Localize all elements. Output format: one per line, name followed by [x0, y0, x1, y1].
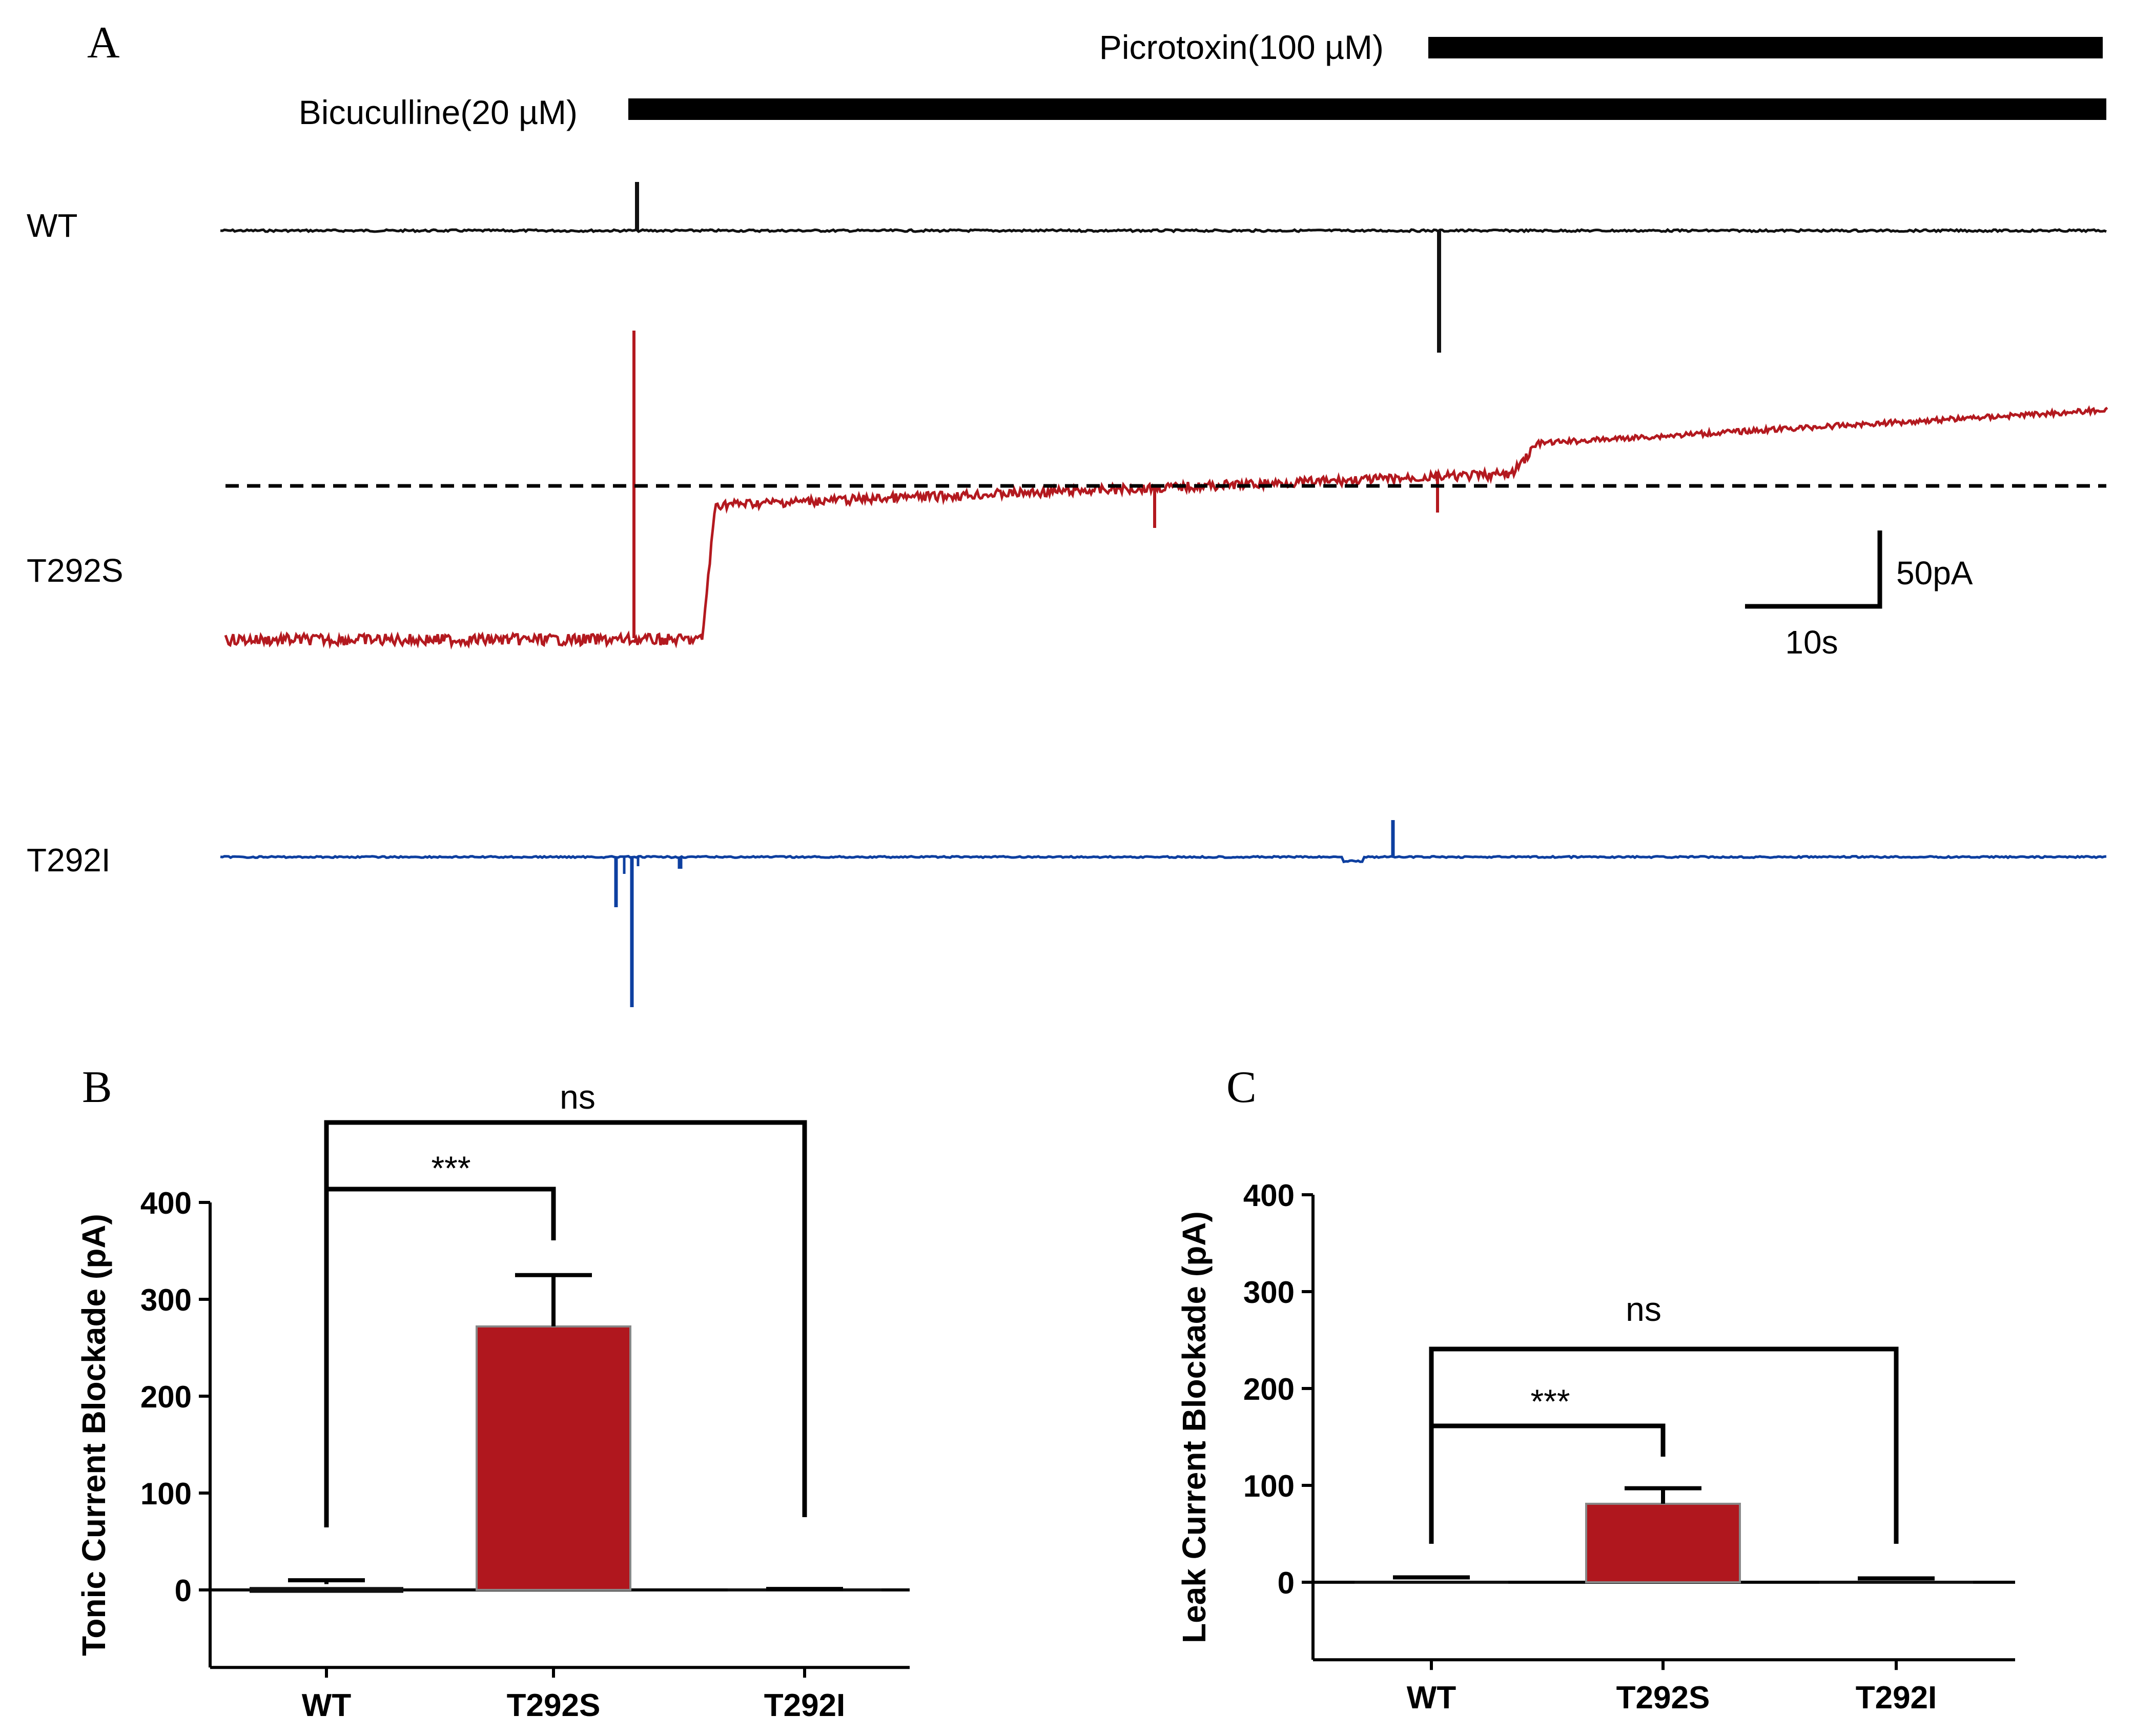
panel-a: A Picrotoxin(100 µM) Bicuculline(20 µM) … [27, 18, 2108, 1007]
significance-label: *** [431, 1149, 470, 1187]
y-tick-label: 0 [175, 1574, 192, 1608]
bar-t292s [1585, 1502, 1741, 1583]
x-tick-label-t292i: T292I [764, 1688, 846, 1723]
x-tick-label-wt: WT [302, 1688, 352, 1723]
y-tick-label: 100 [1243, 1469, 1295, 1503]
y-tick-label: 100 [140, 1477, 192, 1511]
significance-bracket [324, 1120, 807, 1527]
panel-c-label: C [1226, 1063, 1257, 1112]
bicuculline-bar [628, 98, 2106, 120]
trace-label-t292s: T292S [27, 552, 124, 589]
y-tick-label: 0 [1278, 1566, 1295, 1600]
bicuculline-label: Bicuculline(20 µM) [299, 93, 578, 131]
significance-bracket [1429, 1346, 1899, 1544]
x-tick-label-t292s: T292S [1616, 1680, 1710, 1715]
panel-a-label: A [87, 18, 120, 68]
panel-b-chart: B 0 100 200 300 400 Tonic Current Blockade (p… [75, 1063, 910, 1723]
x-tick-label-wt: WT [1407, 1680, 1456, 1715]
trace-t292s [224, 405, 2108, 650]
scale-bar-lines [1745, 530, 1882, 609]
y-tick-label: 200 [1243, 1372, 1295, 1406]
trace-label-t292i: T292I [27, 842, 111, 879]
y-tick-label: 300 [1243, 1275, 1295, 1310]
y-tick-label: 300 [140, 1283, 192, 1317]
bar-t292s [476, 1325, 631, 1591]
scale-bar: 50pA 10s [1745, 530, 1973, 661]
trace-label-wt: WT [27, 207, 78, 244]
bar-t292i [1819, 1581, 1973, 1584]
scale-bar-current-label: 50pA [1896, 555, 1973, 591]
bar-wt [1355, 1581, 1508, 1584]
trace-wt [220, 228, 2107, 234]
y-tick-label: 400 [1243, 1178, 1295, 1213]
current-traces [220, 182, 2108, 1007]
picrotoxin-label: Picrotoxin(100 µM) [1099, 28, 1384, 66]
y-tick-label: 400 [140, 1186, 192, 1220]
y-axis-label: Leak Current Blockade (pA) [1176, 1211, 1213, 1643]
y-tick-label: 200 [140, 1380, 192, 1414]
x-tick-label-t292i: T292I [1856, 1680, 1937, 1715]
x-tick-label-t292s: T292S [507, 1688, 601, 1723]
panel-b-label: B [82, 1063, 112, 1112]
significance-label: ns [560, 1078, 596, 1116]
significance-label: ns [1626, 1290, 1661, 1328]
significance-label: *** [1530, 1382, 1570, 1420]
picrotoxin-bar [1428, 37, 2103, 58]
trace-t292i [220, 854, 2107, 864]
scale-bar-time-label: 10s [1785, 624, 1838, 661]
panel-c-chart: C 0 100 200 300 400 Leak Current Blockade (pA… [1176, 1063, 2015, 1715]
bar-wt [250, 1587, 403, 1593]
y-axis-label: Tonic Current Blockade (pA) [75, 1214, 112, 1656]
